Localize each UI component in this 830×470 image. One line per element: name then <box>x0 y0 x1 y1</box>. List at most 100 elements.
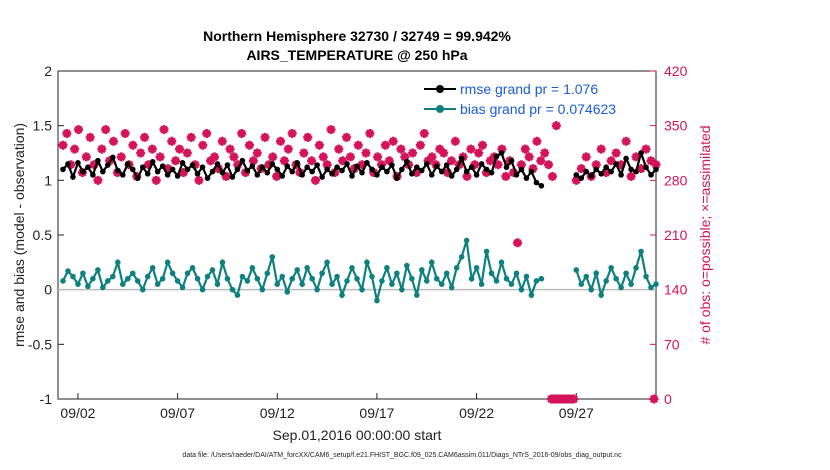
obs-marker <box>466 144 476 154</box>
obs-marker <box>520 144 530 154</box>
series-point <box>105 278 111 284</box>
obs-marker <box>318 152 328 162</box>
series-point <box>204 273 211 280</box>
obs-marker <box>108 136 118 146</box>
obs-marker <box>462 171 472 181</box>
series-point <box>100 284 106 291</box>
series-point <box>179 284 186 291</box>
x-axis: 09/02 09/07 09/12 09/17 09/22 09/27 <box>60 393 594 421</box>
y-right-tick-label: 140 <box>664 282 688 298</box>
series-point <box>60 278 66 284</box>
obs-marker <box>384 156 394 166</box>
series-point <box>478 161 485 167</box>
series-point <box>593 166 599 173</box>
obs-marker <box>439 148 449 158</box>
series-line <box>575 251 657 300</box>
obs-marker <box>408 148 418 158</box>
obs-marker <box>244 140 254 150</box>
series-point <box>364 259 370 266</box>
series-point <box>85 283 91 290</box>
y-tick-label: 0.5 <box>33 227 53 243</box>
y-axis-label: rmse and bias (model - observation) <box>11 123 27 347</box>
obs-marker <box>58 140 68 150</box>
series-point <box>528 292 535 298</box>
series-point <box>648 172 654 178</box>
series-point <box>119 281 126 288</box>
series-point <box>339 167 345 174</box>
y-right-tick-label: 70 <box>664 336 680 352</box>
series-point <box>458 254 465 260</box>
obs-marker <box>443 168 453 178</box>
y-tick-label: 1 <box>44 172 52 188</box>
series-point <box>264 169 271 176</box>
series-point <box>608 168 614 175</box>
series-point <box>329 281 335 288</box>
obs-marker <box>353 140 363 150</box>
series-point <box>199 164 206 171</box>
series-point <box>463 237 470 244</box>
series-point <box>623 155 629 162</box>
series-point <box>409 170 415 177</box>
obs-marker <box>330 168 340 178</box>
obs-marker <box>116 152 126 162</box>
obs-marker <box>611 148 621 158</box>
obs-marker <box>120 128 130 138</box>
series-point <box>488 270 495 277</box>
obs-marker <box>175 144 185 154</box>
series-point <box>219 169 226 176</box>
y-right-tick-label: 350 <box>664 118 688 134</box>
obs-marker <box>606 156 616 166</box>
obs-marker <box>151 175 161 185</box>
series-point <box>438 168 445 175</box>
y-right-tick-label: 0 <box>664 391 672 407</box>
y-tick-label: 0 <box>44 282 52 298</box>
obs-marker <box>435 144 445 154</box>
legend-bias-marker <box>436 105 444 113</box>
obs-marker <box>349 164 359 174</box>
series-point <box>399 286 405 293</box>
x-tick-label: 09/17 <box>359 405 394 421</box>
series-point <box>508 281 515 288</box>
obs-marker <box>326 125 336 135</box>
obs-marker <box>89 160 99 170</box>
footnote: data file: /Users/raeder/DAI/ATM_forcXX/… <box>182 452 622 459</box>
series-point <box>289 168 296 175</box>
obs-marker <box>307 156 317 166</box>
series-point <box>633 168 639 175</box>
series-point <box>598 170 604 177</box>
obs-zero-marker <box>569 394 579 404</box>
obs-marker <box>419 128 429 138</box>
series-point <box>149 158 156 165</box>
series-point <box>159 275 166 282</box>
series-point <box>309 275 315 282</box>
series-point <box>309 168 315 175</box>
obs-marker <box>396 144 406 154</box>
series-point <box>329 170 335 177</box>
series-point <box>304 265 310 271</box>
series-point <box>633 265 639 271</box>
y-right-tick-label: 420 <box>664 63 688 79</box>
y-axis-right: 420 350 280 210 140 70 0 <box>650 63 688 407</box>
series-point <box>339 292 345 298</box>
obs-marker <box>446 156 456 166</box>
obs-marker <box>322 160 332 170</box>
obs-marker <box>338 156 348 166</box>
obs-marker <box>155 152 165 162</box>
x-tick-label: 09/22 <box>459 405 494 421</box>
series-point <box>279 173 286 179</box>
obs-marker <box>365 128 375 138</box>
series-point <box>513 172 520 178</box>
series-point <box>139 286 146 293</box>
series-point <box>523 175 530 181</box>
series-point <box>458 155 465 162</box>
obs-marker <box>532 136 542 146</box>
series-point <box>119 172 126 178</box>
obs-marker <box>641 144 651 154</box>
obs-marker <box>143 160 153 170</box>
series-point <box>433 163 440 169</box>
series-point <box>70 174 76 180</box>
series-point <box>628 166 634 173</box>
series-point <box>144 170 151 177</box>
series-point <box>578 281 585 288</box>
obs-marker <box>547 171 557 181</box>
